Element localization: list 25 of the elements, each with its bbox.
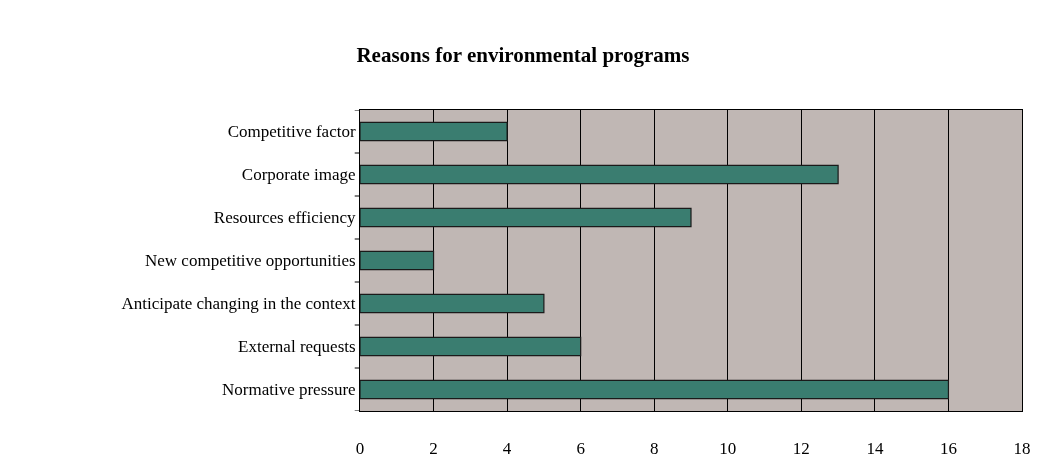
y-tick-label: Competitive factor: [227, 122, 356, 142]
y-tick-label: New competitive opportunities: [145, 251, 356, 271]
x-tick-label: 6: [576, 439, 585, 459]
y-tick-label: Corporate image: [241, 165, 356, 185]
y-tick-label: Anticipate changing in the context: [121, 294, 356, 314]
bar: [360, 207, 692, 228]
chart-title: Reasons for environmental programs: [356, 42, 690, 67]
bar: [360, 164, 839, 185]
x-tick-label: 10: [719, 439, 737, 459]
bar: [360, 121, 508, 142]
x-tick-label: 12: [792, 439, 810, 459]
bar: [360, 379, 950, 400]
y-tick-label: Resources efficiency: [213, 208, 357, 228]
x-tick-label: 2: [429, 439, 438, 459]
y-tick-label: Normative pressure: [222, 380, 356, 400]
x-tick-label: 14: [866, 439, 884, 459]
x-tick-label: 16: [939, 439, 957, 459]
y-tick-label: External requests: [238, 337, 356, 357]
x-tick-label: 0: [355, 439, 365, 459]
x-tick-label: 8: [649, 439, 659, 459]
x-tick-label: 4: [502, 439, 512, 459]
bar: [360, 336, 582, 357]
x-tick-label: 18: [1013, 439, 1031, 459]
bar: [360, 293, 545, 314]
bar: [360, 250, 435, 271]
